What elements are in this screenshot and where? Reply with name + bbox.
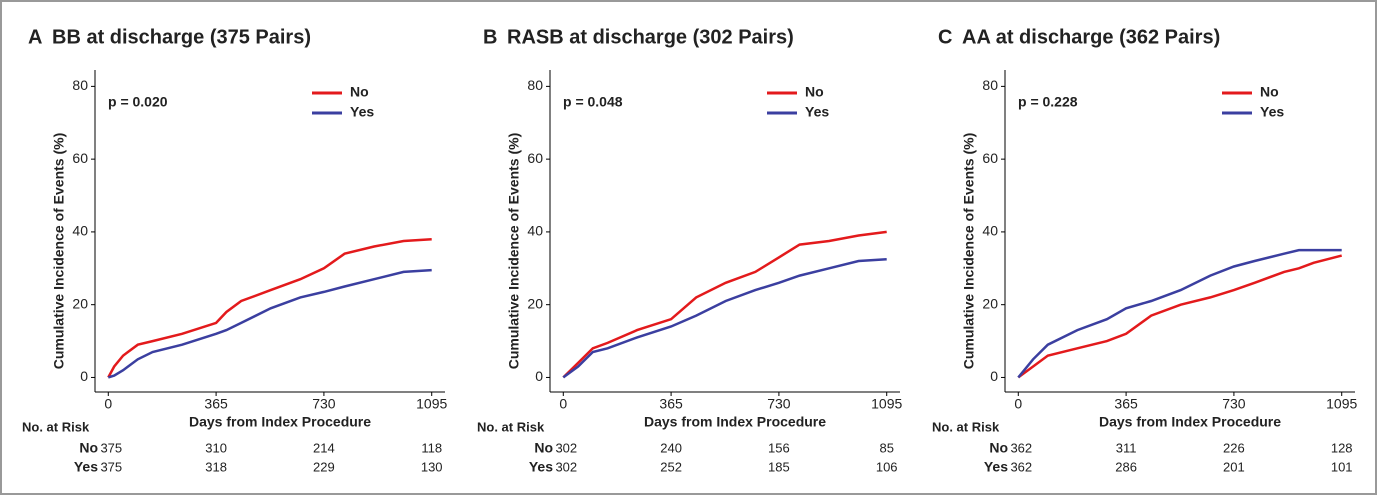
y-tick-label: 20 xyxy=(72,295,88,311)
x-tick-label: 0 xyxy=(104,396,112,412)
panel-letter: B xyxy=(483,26,497,48)
legend-label: No xyxy=(350,84,369,100)
risk-value: 214 xyxy=(313,440,335,455)
series-line xyxy=(1017,254,1343,379)
x-tick-label: 1095 xyxy=(871,396,902,412)
x-tick-label: 730 xyxy=(1222,396,1246,412)
chart-title: AA at discharge (362 Pairs) xyxy=(962,26,1220,48)
risk-row-name: Yes xyxy=(74,459,98,475)
risk-value: 130 xyxy=(421,459,443,474)
series-line xyxy=(1017,248,1342,379)
y-axis-label: Cumulative Incidence of Events (%) xyxy=(961,133,977,370)
risk-row-name: Yes xyxy=(529,459,553,475)
p-value: p = 0.048 xyxy=(563,94,623,110)
x-axis-label: Days from Index Procedure xyxy=(189,414,371,430)
risk-value: 375 xyxy=(100,459,122,474)
series-line xyxy=(562,257,887,379)
x-axis-label: Days from Index Procedure xyxy=(644,414,826,430)
risk-row-name: No xyxy=(79,440,98,456)
risk-value: 185 xyxy=(768,459,790,474)
risk-value: 252 xyxy=(660,459,682,474)
y-tick-label: 80 xyxy=(72,77,88,93)
y-tick-label: 40 xyxy=(982,223,998,239)
risk-row-name: No xyxy=(989,440,1008,456)
p-value: p = 0.228 xyxy=(1018,94,1078,110)
x-tick-label: 0 xyxy=(1014,396,1022,412)
x-tick-label: 365 xyxy=(204,396,228,412)
chart-title: BB at discharge (375 Pairs) xyxy=(52,26,311,48)
y-tick-label: 40 xyxy=(527,223,543,239)
risk-value: 201 xyxy=(1223,459,1245,474)
legend-label: Yes xyxy=(1260,104,1284,120)
risk-value: 156 xyxy=(768,440,790,455)
risk-value: 362 xyxy=(1010,459,1032,474)
x-tick-label: 1095 xyxy=(1326,396,1357,412)
y-tick-label: 60 xyxy=(982,150,998,166)
x-tick-label: 730 xyxy=(767,396,791,412)
risk-value: 302 xyxy=(555,459,577,474)
chart-title: RASB at discharge (302 Pairs) xyxy=(507,26,794,48)
y-tick-label: 20 xyxy=(982,295,998,311)
risk-table-label: No. at Risk xyxy=(932,419,1000,434)
risk-value: 118 xyxy=(421,440,442,455)
risk-value: 85 xyxy=(879,440,893,455)
y-tick-label: 60 xyxy=(72,150,88,166)
risk-table-label: No. at Risk xyxy=(22,419,90,434)
x-tick-label: 0 xyxy=(559,396,567,412)
legend-label: No xyxy=(805,84,824,100)
series-line xyxy=(562,230,887,379)
y-tick-label: 0 xyxy=(80,368,88,384)
x-tick-label: 365 xyxy=(1114,396,1138,412)
x-tick-label: 730 xyxy=(312,396,336,412)
y-axis-label: Cumulative Incidence of Events (%) xyxy=(51,133,67,370)
panel-letter: A xyxy=(28,26,42,48)
y-tick-label: 60 xyxy=(527,150,543,166)
legend-label: Yes xyxy=(805,104,829,120)
risk-value: 302 xyxy=(555,440,577,455)
risk-value: 240 xyxy=(660,440,682,455)
risk-value: 101 xyxy=(1331,459,1353,474)
risk-row-name: No xyxy=(534,440,553,456)
legend-label: Yes xyxy=(350,104,374,120)
risk-value: 311 xyxy=(1116,440,1137,455)
y-tick-label: 0 xyxy=(535,368,543,384)
y-tick-label: 20 xyxy=(527,295,543,311)
risk-row-name: Yes xyxy=(984,459,1008,475)
risk-value: 375 xyxy=(100,440,122,455)
legend-label: No xyxy=(1260,84,1279,100)
risk-value: 106 xyxy=(876,459,898,474)
risk-value: 318 xyxy=(205,459,227,474)
risk-value: 310 xyxy=(205,440,227,455)
y-tick-label: 40 xyxy=(72,223,88,239)
risk-table-label: No. at Risk xyxy=(477,419,545,434)
risk-value: 286 xyxy=(1115,459,1137,474)
y-tick-label: 80 xyxy=(527,77,543,93)
y-tick-label: 80 xyxy=(982,77,998,93)
risk-value: 226 xyxy=(1223,440,1245,455)
x-tick-label: 365 xyxy=(659,396,683,412)
risk-value: 229 xyxy=(313,459,335,474)
risk-value: 128 xyxy=(1331,440,1353,455)
risk-value: 362 xyxy=(1010,440,1032,455)
x-axis-label: Days from Index Procedure xyxy=(1099,414,1281,430)
p-value: p = 0.020 xyxy=(108,94,168,110)
y-tick-label: 0 xyxy=(990,368,998,384)
series-line xyxy=(107,237,432,378)
y-axis-label: Cumulative Incidence of Events (%) xyxy=(506,133,522,370)
series-line xyxy=(107,268,432,379)
x-tick-label: 1095 xyxy=(416,396,447,412)
panel-letter: C xyxy=(938,26,952,48)
